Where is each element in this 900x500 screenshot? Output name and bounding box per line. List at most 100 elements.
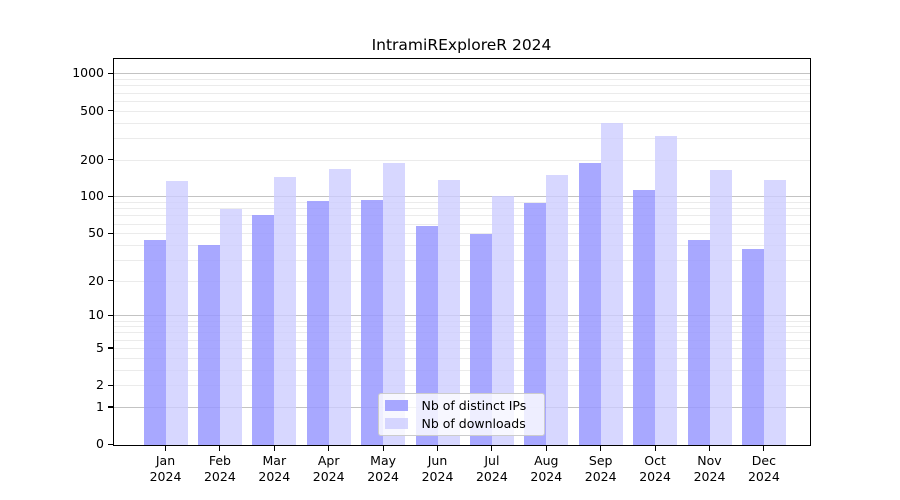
bar-mar-downloads	[274, 176, 297, 445]
chart-title: IntramiRExploreR 2024	[371, 36, 552, 54]
gridline-minor-800	[113, 85, 810, 87]
x-tick-label-apr: Apr 2024	[301, 453, 357, 484]
gridline-minor-7	[113, 332, 810, 334]
gridline-major-1000	[113, 73, 810, 75]
y-tick-mark-0	[108, 443, 113, 445]
y-tick-mark-20	[108, 280, 113, 282]
x-tick-year: 2024	[475, 468, 508, 484]
y-tick-mark-1	[108, 406, 113, 408]
y-tick-mark-200	[108, 159, 113, 161]
gridlines-layer	[113, 59, 810, 445]
bar-may-downloads	[383, 163, 406, 445]
x-tick-mark-jun	[436, 445, 439, 451]
gridline-minor-300	[113, 137, 810, 139]
bar-mar-distinct-ips	[252, 215, 275, 445]
x-tick-year: 2024	[367, 468, 399, 484]
legend: Nb of distinct IPs Nb of downloads	[377, 393, 545, 436]
gridline-minor-700	[113, 92, 810, 94]
gridline-minor-600	[113, 100, 810, 102]
x-tick-year: 2024	[639, 468, 671, 484]
legend-row-distinct-ips: Nb of distinct IPs	[384, 398, 538, 414]
gridline-minor-9	[113, 320, 810, 322]
y-tick-label-1: 1	[96, 398, 104, 414]
y-tick-mark-100	[108, 195, 113, 198]
bar-dec-distinct-ips	[741, 248, 764, 445]
x-tick-label-mar: Mar 2024	[246, 453, 302, 484]
x-tick-label-aug: Aug 2024	[518, 453, 574, 484]
y-tick-label-1000: 1000	[72, 65, 104, 81]
x-tick-year: 2024	[203, 468, 236, 484]
bar-may-distinct-ips	[361, 200, 384, 445]
bar-sep-downloads	[600, 122, 623, 445]
gridline-minor-8	[113, 326, 810, 328]
gridline-minor-30	[113, 259, 810, 261]
bar-jan-distinct-ips	[143, 239, 166, 445]
x-tick-label-jun: Jun 2024	[410, 453, 466, 484]
x-tick-month: Jun	[427, 453, 448, 468]
x-tick-mark-aug	[545, 445, 547, 451]
y-tick-label-200: 200	[80, 151, 104, 167]
x-tick-month: Oct	[644, 453, 666, 468]
x-tick-label-jan: Jan 2024	[138, 453, 194, 484]
gridline-major-10	[113, 315, 810, 317]
x-tick-label-nov: Nov 2024	[682, 453, 738, 484]
x-tick-month: Dec	[751, 453, 776, 468]
x-tick-year: 2024	[421, 468, 454, 484]
y-tick-mark-1000	[108, 72, 113, 75]
x-tick-mark-nov	[708, 445, 711, 451]
gridline-minor-80	[113, 208, 810, 210]
x-tick-year: 2024	[312, 468, 345, 484]
gridline-minor-60	[113, 223, 810, 225]
bar-feb-downloads	[219, 208, 242, 445]
gridline-minor-200	[113, 159, 810, 161]
bar-feb-distinct-ips	[197, 244, 220, 445]
x-tick-mark-jul	[491, 445, 493, 451]
bars-layer	[114, 59, 811, 445]
bar-jul-distinct-ips	[469, 234, 492, 445]
y-tick-label-500: 500	[80, 102, 104, 118]
gridline-minor-900	[113, 79, 810, 81]
gridline-minor-20	[113, 280, 810, 282]
y-tick-mark-2	[108, 384, 113, 386]
x-tick-month: Jan	[155, 453, 176, 468]
x-tick-year: 2024	[584, 468, 617, 484]
y-tick-label-0: 0	[96, 436, 104, 451]
bar-nov-downloads	[709, 170, 732, 445]
x-tick-month: Aug	[534, 453, 559, 468]
bar-aug-downloads	[546, 174, 569, 445]
x-tick-year: 2024	[149, 468, 182, 484]
y-tick-mark-5	[108, 347, 113, 349]
legend-swatch-icon	[384, 400, 408, 412]
bar-aug-distinct-ips	[524, 203, 547, 445]
gridline-minor-2	[113, 385, 810, 387]
legend-row-downloads: Nb of downloads	[384, 416, 538, 431]
gridline-minor-3	[113, 369, 810, 371]
y-tick-label-20: 20	[88, 272, 104, 288]
x-tick-month: Mar	[262, 453, 287, 468]
x-tick-mark-apr	[328, 445, 330, 451]
y-tick-mark-50	[108, 232, 113, 234]
x-tick-month: Apr	[317, 453, 340, 468]
x-tick-mark-dec	[763, 445, 765, 451]
gridline-minor-50	[113, 233, 810, 235]
gridline-minor-6	[113, 339, 810, 341]
gridline-minor-4	[113, 357, 810, 359]
x-tick-month: Jul	[484, 453, 500, 468]
x-tick-label-oct: Oct 2024	[627, 453, 683, 484]
y-tick-label-5: 5	[96, 339, 104, 355]
gridline-minor-5	[113, 347, 810, 349]
bar-oct-distinct-ips	[633, 189, 656, 445]
bar-sep-distinct-ips	[578, 163, 601, 445]
x-tick-mark-may	[382, 445, 384, 451]
y-tick-label-10: 10	[88, 307, 104, 323]
x-tick-month: Sep	[588, 453, 613, 468]
gridline-major-100	[113, 196, 810, 198]
x-tick-label-feb: Feb 2024	[192, 453, 248, 484]
y-tick-label-50: 50	[88, 225, 104, 241]
bar-apr-downloads	[328, 169, 351, 445]
legend-label: Nb of distinct IPs	[421, 398, 527, 414]
gridline-minor-70	[113, 215, 810, 217]
x-tick-mark-feb	[219, 445, 221, 451]
bar-jun-downloads	[437, 180, 460, 445]
